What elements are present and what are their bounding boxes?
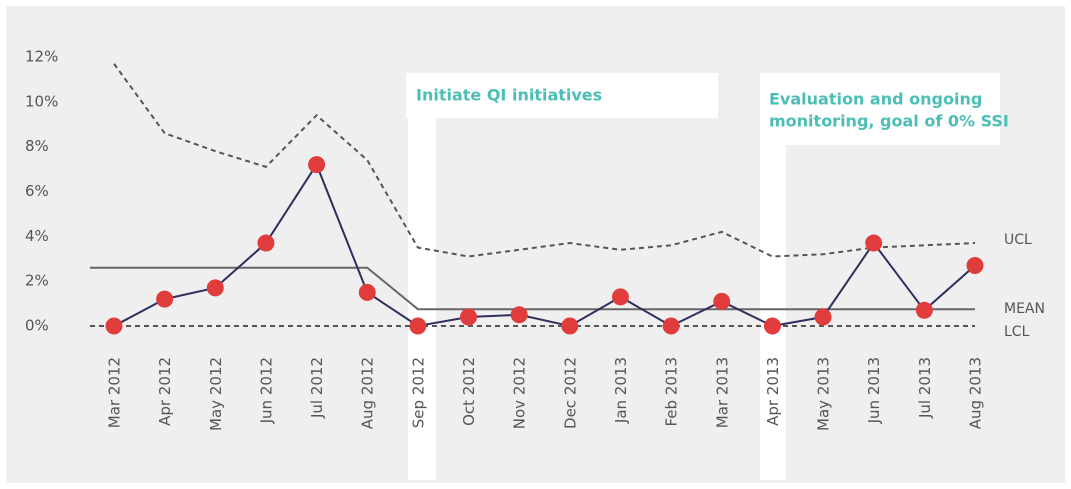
x-tick-label: Sep 2012 [409, 357, 427, 428]
data-point [611, 288, 629, 306]
data-point [308, 156, 326, 174]
series-label: MEAN [1004, 301, 1045, 317]
data-point [358, 283, 376, 301]
y-tick-label: 6% [25, 182, 49, 200]
y-tick-label: 8% [25, 137, 49, 155]
x-tick-label: Aug 2013 [967, 357, 985, 429]
data-point [915, 301, 933, 319]
annotation-box [406, 73, 718, 118]
annotation: Evaluation and ongoing [769, 90, 982, 109]
x-tick-label: May 2012 [207, 357, 225, 431]
x-tick-label: Jul 2012 [308, 357, 326, 419]
x-tick-label: Jun 2013 [865, 357, 883, 424]
series-label: LCL [1004, 324, 1030, 340]
data-point [510, 306, 528, 324]
annotation-box [760, 73, 1000, 145]
data-point [966, 256, 984, 274]
y-tick-label: 4% [25, 227, 49, 245]
x-tick-label: Jul 2013 [916, 357, 934, 419]
x-tick-label: Aug 2012 [359, 357, 377, 429]
x-tick-label: May 2013 [815, 357, 833, 431]
x-tick-label: Apr 2013 [764, 357, 782, 426]
data-point [105, 317, 123, 335]
data-point [865, 234, 883, 252]
data-line [113, 162, 976, 328]
y-tick-label: 2% [25, 272, 49, 290]
annotation-band [760, 145, 786, 480]
x-tick-label: Mar 2013 [713, 357, 731, 428]
x-tick-label: Apr 2012 [156, 357, 174, 426]
data-point [460, 308, 478, 326]
data-point [156, 290, 174, 308]
data-point [561, 317, 579, 335]
y-tick-label: 10% [25, 92, 58, 110]
data-point [713, 292, 731, 310]
annotation: monitoring, goal of 0% SSI [769, 112, 1009, 131]
x-tick-label: Jun 2012 [257, 357, 275, 424]
data-point [662, 317, 680, 335]
annotation: Initiate QI initiatives [416, 86, 602, 105]
x-tick-label: Oct 2012 [460, 357, 478, 426]
x-tick-label: Nov 2012 [511, 357, 529, 429]
data-point [206, 279, 224, 297]
x-tick-label: Dec 2012 [561, 357, 579, 429]
control-line [113, 63, 976, 258]
x-tick-label: Mar 2012 [106, 357, 124, 428]
x-tick-label: Jan 2013 [612, 357, 630, 424]
y-tick-label: 0% [25, 317, 49, 335]
data-point [409, 317, 427, 335]
y-tick-label: 12% [25, 48, 58, 66]
series-label: UCL [1004, 232, 1032, 248]
data-point [814, 308, 832, 326]
x-tick-label: Feb 2013 [663, 357, 681, 427]
data-point [763, 317, 781, 335]
annotation-band [408, 118, 436, 480]
data-point [257, 234, 275, 252]
